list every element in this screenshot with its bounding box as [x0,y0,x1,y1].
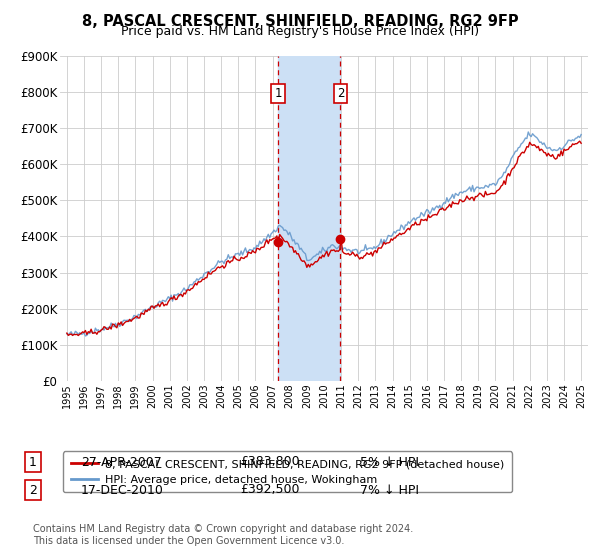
Text: 17-DEC-2010: 17-DEC-2010 [81,483,164,497]
Text: 1: 1 [29,455,37,469]
Bar [278,56,340,381]
Text: Price paid vs. HM Land Registry's House Price Index (HPI): Price paid vs. HM Land Registry's House … [121,25,479,38]
Text: 5% ↓ HPI: 5% ↓ HPI [360,455,419,469]
Text: 1: 1 [274,87,282,100]
Text: 2: 2 [29,483,37,497]
Text: £392,500: £392,500 [240,483,299,497]
Legend: 8, PASCAL CRESCENT, SHINFIELD, READING, RG2 9FP (detached house), HPI: Average p: 8, PASCAL CRESCENT, SHINFIELD, READING, … [63,451,512,492]
Text: £383,800: £383,800 [240,455,299,469]
Text: 8, PASCAL CRESCENT, SHINFIELD, READING, RG2 9FP: 8, PASCAL CRESCENT, SHINFIELD, READING, … [82,14,518,29]
Text: 27-APR-2007: 27-APR-2007 [81,455,162,469]
Text: 2: 2 [337,87,344,100]
Text: 7% ↓ HPI: 7% ↓ HPI [360,483,419,497]
Text: Contains HM Land Registry data © Crown copyright and database right 2024.
This d: Contains HM Land Registry data © Crown c… [33,524,413,545]
